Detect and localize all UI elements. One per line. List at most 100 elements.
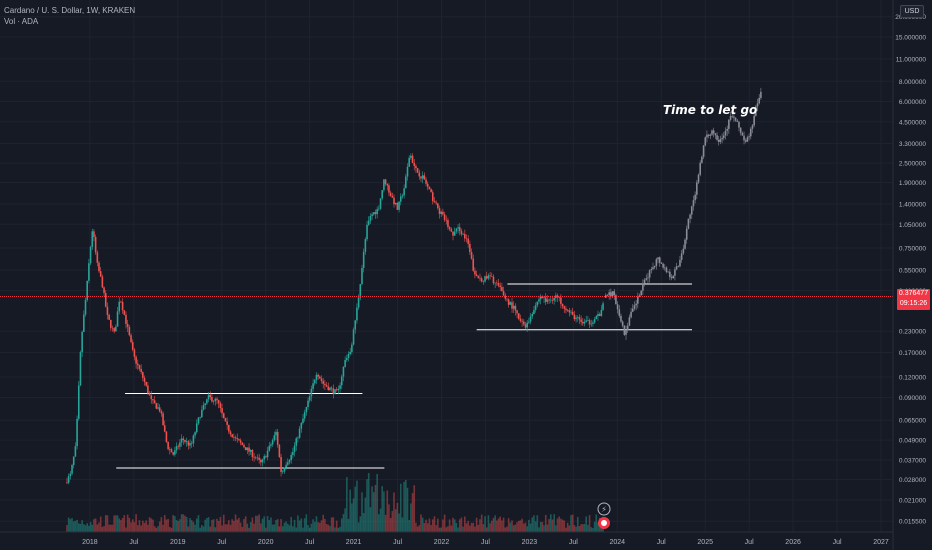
candle-body	[172, 452, 174, 455]
y-tick-label: 1.900000	[899, 180, 926, 187]
candle-body	[125, 314, 127, 324]
volume-bar	[228, 520, 230, 532]
candle-body	[533, 309, 535, 314]
candle-body	[391, 195, 394, 198]
volume-bar	[590, 527, 593, 532]
candle-body	[650, 269, 653, 271]
annotation-text[interactable]: Time to let go	[663, 103, 758, 117]
volume-bar	[426, 523, 429, 532]
y-tick-label: 1.400000	[899, 202, 926, 209]
volume-bar	[241, 526, 244, 532]
volume-bar	[147, 524, 149, 532]
volume-bar	[302, 527, 304, 532]
candle-body	[354, 320, 357, 330]
volume-bar	[587, 524, 589, 532]
candle-body	[662, 263, 664, 268]
volume-bar	[445, 527, 448, 532]
candle-body	[418, 172, 421, 177]
volume-bar	[371, 486, 373, 532]
y-tick-label: 8.000000	[899, 79, 926, 86]
volume-bar	[588, 515, 591, 532]
candle-body	[640, 290, 643, 296]
volume-bar	[74, 520, 77, 532]
candle-body	[625, 330, 627, 335]
candle-body	[571, 311, 574, 315]
volume-bar	[381, 486, 384, 532]
candle-body	[606, 295, 609, 296]
volume-bar	[538, 527, 540, 532]
volume-bar	[180, 514, 183, 532]
candle-body	[675, 266, 678, 270]
candle-body	[643, 279, 646, 284]
candle-body	[302, 418, 304, 423]
volume-bar	[184, 515, 186, 532]
x-tick-label: Jul	[569, 539, 578, 546]
candle-body	[246, 447, 249, 451]
candle-body	[748, 136, 750, 138]
candle-body	[689, 214, 691, 219]
volume-bar	[253, 523, 255, 532]
volume-bar	[582, 524, 584, 532]
candle-body	[546, 299, 549, 302]
candle-body	[126, 323, 129, 328]
volume-bar	[152, 519, 154, 532]
currency-button[interactable]: USD	[900, 5, 924, 18]
volume-bar	[207, 517, 210, 532]
candle-body	[381, 190, 384, 199]
volume-bar	[583, 523, 586, 532]
candle-body	[655, 259, 658, 266]
volume-bar	[195, 518, 198, 532]
candle-body	[637, 296, 639, 304]
candle-body	[760, 91, 762, 98]
candle-body	[297, 437, 299, 439]
volume-bar	[470, 522, 473, 532]
candle-body	[428, 186, 431, 190]
candle-body	[717, 139, 720, 142]
candle-body	[475, 274, 478, 277]
candle-body	[158, 407, 161, 412]
candle-body	[509, 302, 512, 305]
volume-bar	[507, 518, 510, 532]
volume-bar	[443, 514, 446, 532]
candle-body	[206, 399, 208, 404]
volume-bar	[234, 514, 237, 532]
volume-line: Vol · ADA	[4, 17, 39, 26]
candle-body	[411, 155, 414, 163]
candle-body	[485, 276, 488, 279]
candle-body	[175, 446, 178, 451]
candle-body	[447, 220, 449, 228]
last-price-tag: 0.376477 09:15:26	[897, 289, 930, 310]
candle-body	[359, 284, 362, 298]
candle-body	[244, 447, 247, 451]
candle-body	[611, 291, 614, 297]
candle-body	[258, 457, 260, 460]
candle-body	[587, 320, 589, 321]
candle-body	[677, 266, 680, 267]
alert-icons[interactable]: ⚡	[597, 502, 611, 529]
volume-bar	[276, 519, 279, 532]
volume-bar	[130, 522, 132, 532]
volume-bar	[271, 524, 274, 532]
volume-bar	[344, 508, 346, 532]
volume-bar	[91, 524, 94, 532]
candle-body	[346, 358, 348, 361]
volume-bar	[287, 523, 289, 532]
volume-bar	[199, 527, 201, 532]
volume-bar	[416, 526, 419, 532]
candle-body	[616, 304, 619, 310]
volume-bar	[315, 516, 318, 532]
candle-body	[561, 304, 564, 307]
volume-bar	[526, 526, 528, 532]
candle-body	[597, 314, 599, 317]
x-tick-label: Jul	[657, 539, 666, 546]
candle-body	[477, 276, 480, 279]
volume-bar	[142, 520, 144, 532]
volume-bar	[263, 516, 266, 532]
candle-body	[516, 310, 518, 314]
y-tick-label: 4.500000	[899, 119, 926, 126]
y-tick-label: 0.028000	[899, 477, 926, 484]
volume-bar	[158, 521, 161, 532]
x-tick-label: Jul	[305, 539, 314, 546]
volume-bar	[399, 483, 402, 532]
